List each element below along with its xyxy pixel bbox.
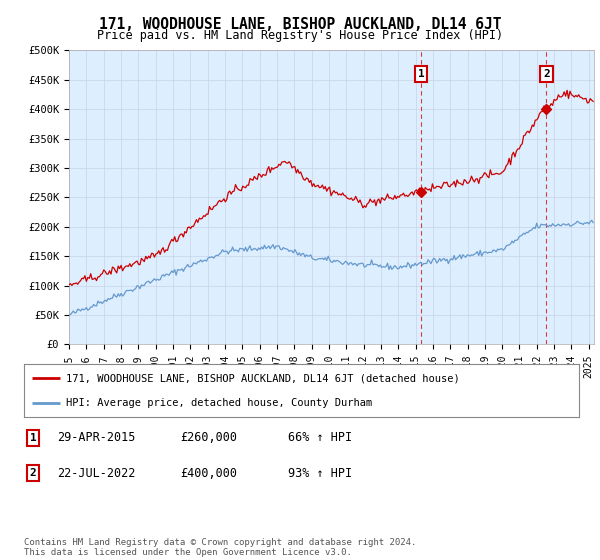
Text: 171, WOODHOUSE LANE, BISHOP AUCKLAND, DL14 6JT: 171, WOODHOUSE LANE, BISHOP AUCKLAND, DL… [99,17,501,32]
Text: £260,000: £260,000 [180,431,237,445]
Text: 22-JUL-2022: 22-JUL-2022 [57,466,136,480]
Text: 29-APR-2015: 29-APR-2015 [57,431,136,445]
Text: 2: 2 [29,468,37,478]
Text: 1: 1 [29,433,37,443]
Text: 66% ↑ HPI: 66% ↑ HPI [288,431,352,445]
Text: 93% ↑ HPI: 93% ↑ HPI [288,466,352,480]
Text: HPI: Average price, detached house, County Durham: HPI: Average price, detached house, Coun… [65,398,372,408]
Text: 171, WOODHOUSE LANE, BISHOP AUCKLAND, DL14 6JT (detached house): 171, WOODHOUSE LANE, BISHOP AUCKLAND, DL… [65,374,460,384]
Text: £400,000: £400,000 [180,466,237,480]
Text: 2: 2 [543,69,550,79]
Text: Contains HM Land Registry data © Crown copyright and database right 2024.
This d: Contains HM Land Registry data © Crown c… [24,538,416,557]
Text: Price paid vs. HM Land Registry's House Price Index (HPI): Price paid vs. HM Land Registry's House … [97,29,503,42]
Text: 1: 1 [418,69,425,79]
